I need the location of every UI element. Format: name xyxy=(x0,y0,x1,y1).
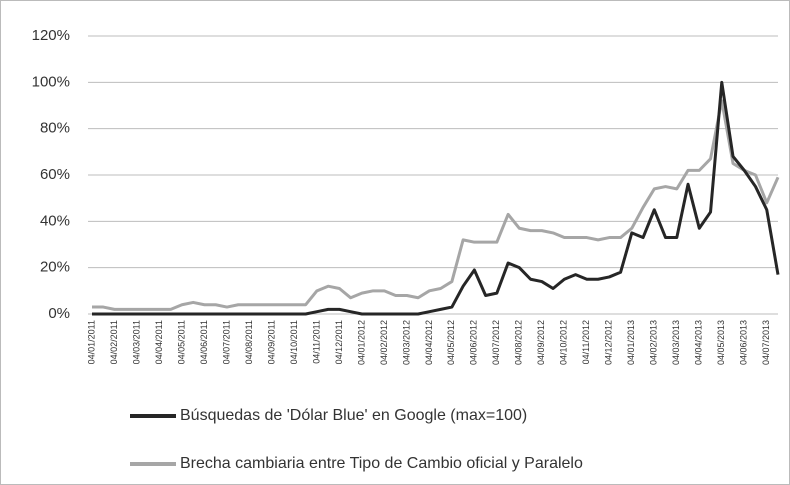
x-tick-label: 04/05/2013 xyxy=(716,320,726,365)
y-tick-label: 20% xyxy=(40,259,70,276)
x-tick-label: 04/10/2011 xyxy=(289,320,299,364)
x-tick-label: 04/10/2012 xyxy=(559,320,569,365)
x-tick-label: 04/07/2013 xyxy=(761,320,771,365)
x-tick-label: 04/05/2011 xyxy=(176,320,186,364)
x-tick-label: 04/06/2012 xyxy=(469,320,479,365)
x-tick-label: 04/08/2012 xyxy=(514,320,524,365)
line-series xyxy=(92,80,780,316)
x-tick-label: 04/01/2013 xyxy=(626,320,636,365)
x-tick-label: 04/02/2011 xyxy=(109,320,119,364)
y-tick-label: 60% xyxy=(40,166,70,183)
x-tick-label: 04/05/2012 xyxy=(446,320,456,365)
x-tick-label: 04/11/2012 xyxy=(581,320,591,364)
y-tick-label: 80% xyxy=(40,120,70,137)
x-tick-label: 04/08/2011 xyxy=(244,320,254,364)
y-tick-label: 0% xyxy=(48,305,70,322)
x-tick-label: 04/01/2012 xyxy=(356,320,366,365)
x-tick-label: 04/03/2013 xyxy=(671,320,681,365)
x-tick-label: 04/04/2012 xyxy=(424,320,434,365)
x-tick-label: 04/12/2012 xyxy=(604,320,614,365)
x-tick-label: 04/09/2011 xyxy=(266,320,276,364)
x-tick-label: 04/06/2013 xyxy=(739,320,749,365)
x-tick-label: 04/03/2012 xyxy=(401,320,411,365)
x-tick-label: 04/07/2012 xyxy=(491,320,501,365)
x-tick-label: 04/11/2011 xyxy=(311,320,321,364)
y-tick-label: 100% xyxy=(32,73,70,90)
x-tick-label: 04/06/2011 xyxy=(199,320,209,364)
x-tick-label: 04/07/2011 xyxy=(221,320,231,364)
x-tick-label: 04/03/2011 xyxy=(131,320,141,364)
line-series xyxy=(92,99,780,311)
x-tick-label: 04/01/2011 xyxy=(86,320,96,364)
x-tick-label: 04/09/2012 xyxy=(536,320,546,365)
x-tick-label: 04/04/2011 xyxy=(154,320,164,364)
x-tick-label: 04/12/2011 xyxy=(334,320,344,364)
legend-label: Búsquedas de 'Dólar Blue' en Google (max… xyxy=(180,407,527,424)
y-tick-label: 120% xyxy=(32,27,70,44)
legend-label: Brecha cambiaria entre Tipo de Cambio of… xyxy=(180,455,583,472)
x-tick-label: 04/02/2012 xyxy=(379,320,389,365)
x-tick-label: 04/04/2013 xyxy=(694,320,704,365)
y-tick-label: 40% xyxy=(40,212,70,229)
x-tick-label: 04/02/2013 xyxy=(649,320,659,365)
